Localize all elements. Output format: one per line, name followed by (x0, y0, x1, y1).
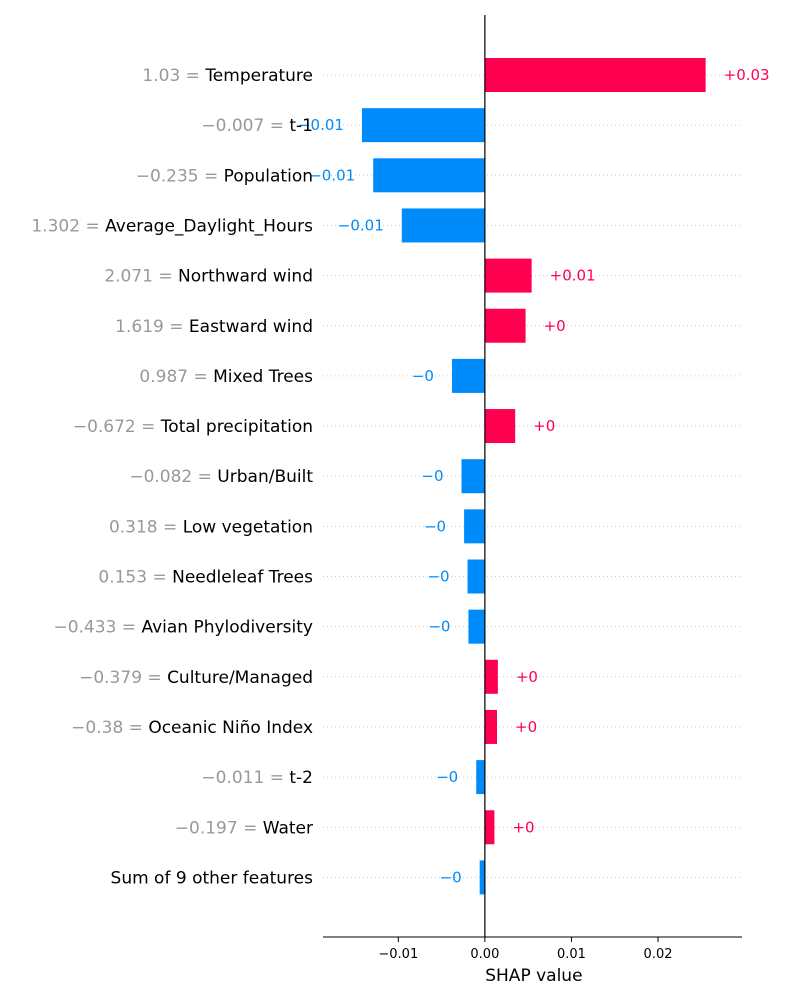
feature-label: 2.071 = Northward wind (104, 267, 313, 287)
bar-value-label: +0 (515, 718, 537, 736)
feature-label: −0.379 = Culture/Managed (79, 668, 313, 688)
feature-value: 1.619 = (115, 317, 189, 337)
feature-name: Mixed Trees (213, 367, 313, 387)
feature-name: Population (224, 166, 313, 186)
feature-label: 0.153 = Needleleaf Trees (98, 568, 313, 588)
feature-label: −0.007 = t-1 (201, 116, 313, 136)
feature-name: Needleleaf Trees (172, 568, 313, 588)
x-tick-label: 0.02 (644, 947, 673, 962)
bar-value-label: +0.01 (550, 267, 596, 285)
feature-value: 2.071 = (104, 267, 178, 287)
bar-value-labels: +0.03 −0.01 −0.01 −0.01 +0.01 +0 −0 +0 −0 −0 −0 −0 +… (298, 66, 770, 886)
feature-name: Urban/Built (217, 467, 313, 487)
feature-value: −0.672 = (73, 417, 161, 437)
bar-value-label: −0 (428, 618, 450, 636)
bar (484, 810, 495, 845)
bar-value-label: −0.01 (298, 116, 344, 134)
bar (373, 158, 485, 193)
bar (484, 709, 498, 744)
feature-label: 0.318 = Low vegetation (109, 517, 313, 537)
feature-value: −0.007 = (201, 116, 289, 136)
bar-value-label: −0 (412, 367, 434, 385)
feature-value: −0.197 = (175, 818, 263, 838)
feature-value: −0.235 = (136, 166, 224, 186)
bar (479, 860, 485, 895)
feature-value: −0.011 = (201, 768, 289, 788)
bar-value-label: −0 (421, 467, 443, 485)
bar (461, 459, 485, 494)
feature-name: Oceanic Niño Index (148, 718, 313, 738)
feature-name: Sum of 9 other features (111, 868, 314, 888)
bar-value-label: −0 (427, 568, 449, 586)
feature-label: −0.235 = Population (136, 166, 313, 186)
x-tick-label: 0.00 (470, 947, 499, 962)
feature-name: t-2 (289, 768, 313, 788)
bar-value-label: −0 (436, 768, 458, 786)
feature-value: −0.38 = (71, 718, 148, 738)
bars-group (361, 58, 706, 895)
bar-value-label: +0 (544, 317, 566, 335)
feature-label: Sum of 9 other features (111, 868, 314, 888)
bar (401, 208, 485, 243)
x-axis-title: SHAP value (485, 966, 582, 986)
feature-name: Culture/Managed (167, 668, 313, 688)
bar-value-label: −0 (424, 517, 446, 535)
feature-name: Water (263, 818, 313, 838)
feature-name: Low vegetation (183, 517, 313, 537)
bar (464, 509, 485, 544)
x-axis: −0.01 0.00 0.01 0.02 (323, 936, 742, 962)
feature-label: −0.38 = Oceanic Niño Index (71, 718, 313, 738)
feature-name: Total precipitation (160, 417, 313, 437)
feature-label: 1.302 = Average_Daylight_Hours (31, 216, 313, 236)
bar-value-label: +0 (516, 668, 538, 686)
feature-name: Temperature (204, 66, 313, 86)
feature-name: Eastward wind (189, 317, 313, 337)
feature-label: −0.433 = Avian Phylodiversity (53, 618, 313, 638)
bar (476, 760, 485, 795)
bar (484, 308, 526, 343)
bar-value-label: +0 (512, 818, 534, 836)
bar (468, 609, 485, 644)
bar-value-label: +0.03 (724, 66, 770, 84)
feature-value: −0.433 = (53, 618, 141, 638)
bar (484, 58, 706, 92)
feature-value: 1.302 = (31, 216, 105, 236)
x-tick-label: −0.01 (378, 947, 418, 962)
feature-name: Avian Phylodiversity (141, 618, 313, 638)
x-tick-label: 0.01 (557, 947, 586, 962)
bar (467, 559, 485, 594)
feature-value: 0.153 = (98, 568, 172, 588)
feature-value: 1.03 = (142, 66, 205, 86)
feature-name: t-1 (289, 116, 313, 136)
bar-value-label: −0 (440, 868, 462, 886)
feature-label: −0.672 = Total precipitation (73, 417, 313, 437)
bar-value-label: −0.01 (309, 166, 355, 184)
feature-label: 0.987 = Mixed Trees (139, 367, 313, 387)
bar (361, 108, 485, 143)
bar (484, 409, 516, 444)
feature-value: 0.318 = (109, 517, 183, 537)
bar-value-label: +0 (533, 417, 555, 435)
bar (484, 258, 532, 293)
feature-value: 0.987 = (139, 367, 213, 387)
feature-value: −0.082 = (129, 467, 217, 487)
feature-labels: 1.03 = Temperature −0.007 = t-1 −0.235 = P… (31, 66, 313, 888)
bar (451, 358, 485, 393)
feature-value: −0.379 = (79, 668, 167, 688)
bar (484, 659, 498, 694)
bar-value-label: −0.01 (338, 216, 384, 234)
feature-name: Average_Daylight_Hours (105, 216, 313, 236)
feature-label: −0.197 = Water (175, 818, 313, 838)
row-gridlines (323, 74, 742, 878)
feature-name: Northward wind (178, 267, 313, 287)
feature-label: −0.082 = Urban/Built (129, 467, 313, 487)
feature-label: −0.011 = t-2 (201, 768, 313, 788)
feature-label: 1.619 = Eastward wind (115, 317, 313, 337)
feature-label: 1.03 = Temperature (142, 66, 313, 86)
